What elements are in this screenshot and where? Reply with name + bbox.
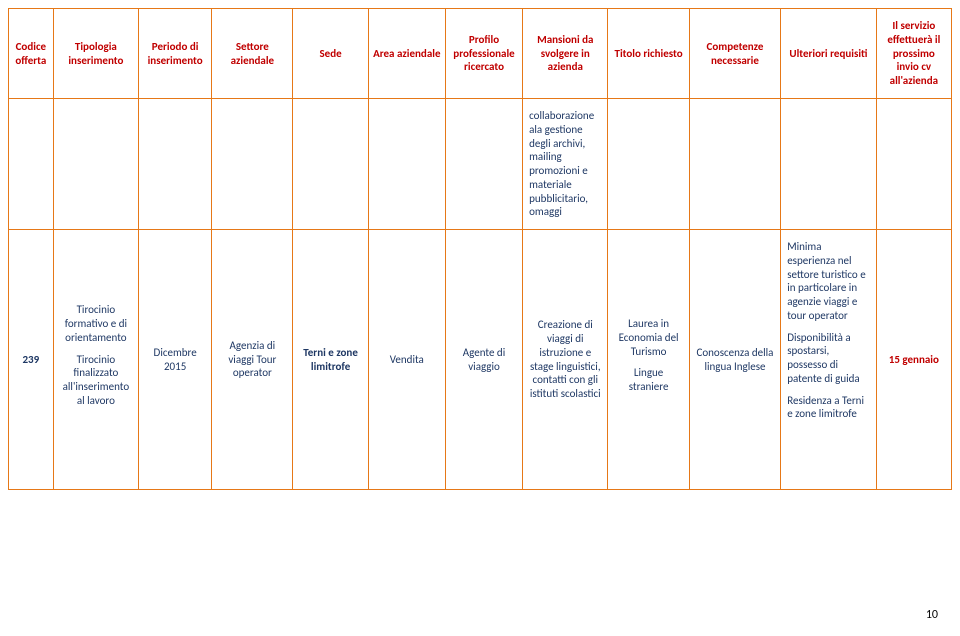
ulteriori-p3: Residenza a Terni e zone limitrofe (787, 394, 870, 422)
cell-empty (445, 99, 522, 230)
col-header-titolo: Titolo richiesto (608, 9, 689, 99)
cell-empty (608, 99, 689, 230)
table-row-continuation: collaborazione ala gestione degli archiv… (9, 99, 952, 230)
col-header-codice: Codice offerta (9, 9, 54, 99)
cell-area: Vendita (368, 230, 445, 490)
titolo-p1: Laurea in Economia del Turismo (614, 317, 682, 358)
cell-empty (368, 99, 445, 230)
cell-empty (781, 99, 877, 230)
cell-sede: Terni e zone limitrofe (293, 230, 368, 490)
cell-empty (689, 99, 780, 230)
cell-tipologia: Tirocinio formativo e di orientamento Ti… (53, 230, 138, 490)
cell-codice: 239 (9, 230, 54, 490)
cell-ulteriori: Minima esperienza nel settore turistico … (781, 230, 877, 490)
col-header-profilo: Profilo professionale ricercato (445, 9, 522, 99)
cell-periodo: Dicembre 2015 (139, 230, 212, 490)
col-header-competenze: Competenze necessarie (689, 9, 780, 99)
cell-mansioni: Creazione di viaggi di istruzione e stag… (523, 230, 608, 490)
cell-deadline: 15 gennaio (876, 230, 951, 490)
ulteriori-p2: Disponibilità a spostarsi, possesso di p… (787, 331, 870, 386)
col-header-mansioni: Mansioni da svolgere in azienda (523, 9, 608, 99)
col-header-periodo: Periodo di inserimento (139, 9, 212, 99)
job-listing-table: Codice offerta Tipologia inserimento Per… (8, 8, 952, 490)
cell-empty (876, 99, 951, 230)
tipologia-p2: Tirocinio finalizzato all'inserimento al… (60, 353, 132, 408)
col-header-servizio: Il servizio effettuerà il prossimo invio… (876, 9, 951, 99)
cell-empty (53, 99, 138, 230)
titolo-p2: Lingue straniere (614, 366, 682, 394)
cell-empty (212, 99, 293, 230)
table-header-row: Codice offerta Tipologia inserimento Per… (9, 9, 952, 99)
cell-mansioni-cont: collaborazione ala gestione degli archiv… (523, 99, 608, 230)
table-row: 239 Tirocinio formativo e di orientament… (9, 230, 952, 490)
cell-empty (139, 99, 212, 230)
page-number: 10 (926, 608, 938, 622)
col-header-ulteriori: Ulteriori requisiti (781, 9, 877, 99)
page-container: Codice offerta Tipologia inserimento Per… (8, 8, 952, 628)
cell-empty (9, 99, 54, 230)
col-header-sede: Sede (293, 9, 368, 99)
ulteriori-p1: Minima esperienza nel settore turistico … (787, 240, 870, 323)
col-header-settore: Settore aziendale (212, 9, 293, 99)
cell-empty (293, 99, 368, 230)
cell-competenze: Conoscenza della lingua Inglese (689, 230, 780, 490)
tipologia-p1: Tirocinio formativo e di orientamento (60, 303, 132, 344)
cell-titolo: Laurea in Economia del Turismo Lingue st… (608, 230, 689, 490)
col-header-area: Area aziendale (368, 9, 445, 99)
cell-profilo: Agente di viaggio (445, 230, 522, 490)
cell-settore: Agenzia di viaggi Tour operator (212, 230, 293, 490)
col-header-tipologia: Tipologia inserimento (53, 9, 138, 99)
